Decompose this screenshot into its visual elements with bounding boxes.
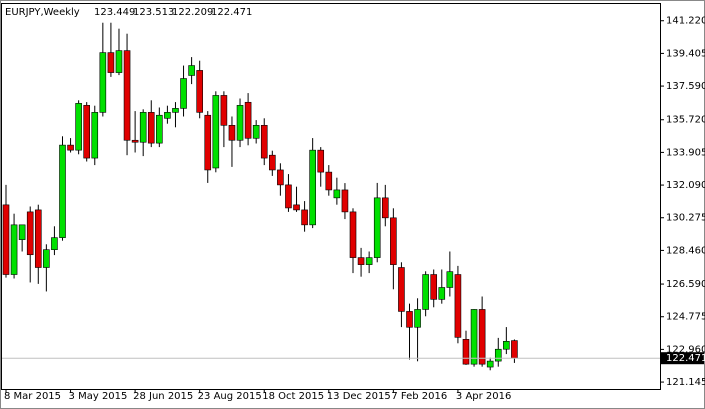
y-tick-label: 137.590 [666,81,705,92]
candle-body [51,237,58,250]
candle-body [478,309,486,365]
candle-body [422,274,429,310]
candle-body [414,309,421,328]
y-tick-label: 122.960 [666,344,705,355]
candle-body [147,112,155,144]
candle-body [446,271,454,288]
candle-body [244,101,252,139]
candle-body [260,125,268,159]
candle-body [406,311,413,328]
header-low: 122.209 [172,7,213,18]
candle-body [236,105,244,141]
candle-body [325,171,333,191]
candle-body [293,204,300,211]
candle-body [115,50,123,73]
y-tick-label: 128.460 [666,245,705,256]
x-tick-label: 3 Apr 2016 [456,391,511,402]
candle-body [99,52,107,113]
candle-body [204,114,212,171]
candle-body [220,95,228,126]
price-label: 122.471 [666,353,705,364]
candle-body [462,339,470,365]
candle-body [470,309,478,365]
candle-body [131,139,139,143]
candle-body [75,103,82,151]
candle-body [430,274,438,300]
candle-body [341,189,349,213]
x-tick-label: 8 Mar 2015 [4,391,61,402]
x-tick-label: 7 Feb 2016 [391,391,447,402]
plot-frame [1,3,661,390]
candle-body [212,95,220,169]
candle-body [349,211,357,258]
x-tick-label: 13 Dec 2015 [327,391,391,402]
candle-body [107,52,115,73]
candle-body [196,70,203,113]
candle-body [333,189,341,199]
candle-body [156,114,163,144]
candle-body [503,341,510,350]
candle-body [277,169,284,186]
x-tick-label: 18 Oct 2015 [262,391,324,402]
candle-body [511,340,518,359]
candle-body [301,209,308,226]
y-tick-label: 124.775 [666,312,705,323]
candle-body [454,274,462,338]
header-close: 122.471 [211,7,252,18]
y-tick-label: 132.090 [666,180,705,191]
x-tick-label: 23 Aug 2015 [198,391,262,402]
candle-body [123,50,131,141]
candle-body [83,105,90,159]
y-tick-label: 126.590 [666,279,705,290]
candle-body [2,204,10,275]
x-tick-label: 3 May 2015 [69,391,128,402]
candle-body [357,257,365,265]
y-tick-label: 139.405 [666,48,705,59]
candle-body [139,112,147,143]
candle-body [59,144,66,238]
candle-body [438,287,446,300]
candle-body [164,112,171,119]
header-high: 123.513 [133,7,174,18]
candle-body [67,144,74,151]
y-tick-label: 135.720 [666,115,705,126]
candle-body [252,125,260,139]
candle-body [486,360,494,368]
candle-body [91,112,99,159]
y-tick-label: 130.275 [666,213,705,224]
candle-body [188,65,195,76]
candle-body [180,78,187,109]
header-open: 123.449 [94,7,135,18]
candle-body [18,224,26,240]
candle-body [285,184,292,209]
candle-body [373,197,381,258]
candle-body [317,149,325,173]
candle-body [34,209,42,268]
candle-body [390,217,397,265]
chart-symbol: EURJPY,Weekly [5,7,80,18]
candle-body [269,154,276,171]
price-label-bg [661,352,704,365]
candle-body [26,211,34,256]
candle-body [172,108,179,113]
candle-body [309,149,316,226]
candle-body [365,257,373,265]
candle-body [494,348,502,362]
y-tick-label: 141.220 [666,16,705,27]
candle-body [398,267,405,312]
y-tick-label: 121.145 [666,377,705,388]
y-tick-label: 133.905 [666,147,705,158]
candle-body [228,125,236,141]
candle-body [381,197,389,219]
x-tick-label: 28 Jun 2015 [133,391,193,402]
candle-body [43,249,50,268]
candle-body [10,224,18,275]
